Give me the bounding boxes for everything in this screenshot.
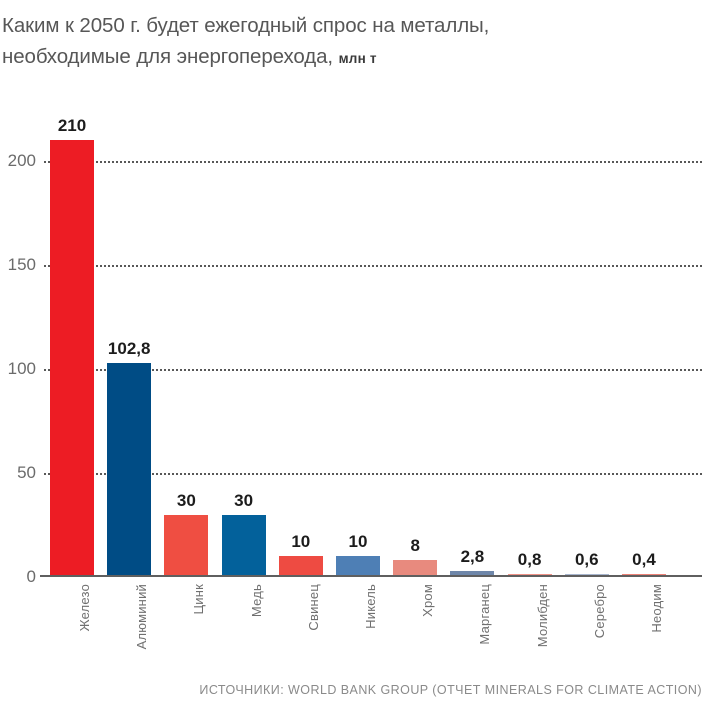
bar-column[interactable]: 0,4 — [622, 140, 666, 577]
bar[interactable] — [278, 556, 323, 577]
y-axis-tick-label: 50 — [17, 462, 36, 482]
bar-value-label: 2,8 — [460, 547, 485, 567]
bar-column[interactable]: 210 — [50, 116, 94, 577]
x-axis-category-label: Марганец — [477, 584, 493, 645]
gridline — [44, 472, 702, 475]
plot-area: 0 50 100 150 200 210 102,8 30 30 10 10 8 2,8 0,8 0,6 0… — [8, 116, 702, 586]
bar-value-label: 10 — [291, 532, 311, 552]
bar-column[interactable]: 30 — [164, 140, 209, 577]
x-axis-category-label: Серебро — [591, 584, 607, 639]
bar-value-label: 0,8 — [517, 550, 542, 569]
y-axis-tick-label: 150 — [7, 254, 36, 274]
x-axis-category-label: Медь — [248, 584, 264, 618]
y-axis-tick-label: 100 — [7, 358, 36, 378]
bar-value-label: 30 — [176, 490, 196, 510]
bar-value-label: 0,6 — [574, 550, 599, 569]
x-axis-category-label: Цинк — [191, 584, 207, 615]
y-axis-tick-label: 200 — [7, 150, 36, 170]
gridline — [44, 160, 702, 163]
bar-value-label: 102,8 — [107, 339, 151, 359]
bar[interactable] — [221, 514, 266, 577]
x-axis-category-label: Свинец — [305, 584, 321, 631]
bar-value-label: 0,4 — [632, 550, 656, 569]
bar-column[interactable]: 0,6 — [564, 140, 609, 577]
title-unit: млн т — [338, 51, 377, 66]
x-axis-category-label: Никель — [363, 584, 378, 629]
bar-value-label: 10 — [348, 532, 368, 552]
bar-column[interactable]: 10 — [278, 140, 323, 577]
gridline — [44, 368, 702, 371]
title-line-2-text: необходимые для энергоперехода, — [2, 45, 334, 68]
axis-baseline — [40, 575, 702, 577]
y-axis-tick-label: 0 — [26, 567, 36, 586]
bar-value-label: 210 — [57, 116, 87, 135]
page-title: Каким к 2050 г. будет ежегодный спрос на… — [2, 10, 702, 74]
bar-column[interactable]: 8 — [393, 140, 438, 577]
bars-group: 210 102,8 30 30 10 10 8 2,8 0,8 0,6 0,4 — [44, 116, 702, 577]
bar-column[interactable]: 102,8 — [107, 140, 152, 577]
bar-value-label: 30 — [234, 490, 254, 510]
bar[interactable] — [107, 363, 152, 577]
bar-column[interactable]: 10 — [336, 140, 380, 577]
bar-column[interactable]: 0,8 — [507, 140, 552, 577]
bar-column[interactable]: 2,8 — [450, 140, 495, 577]
gridline — [44, 264, 702, 267]
title-line-1: Каким к 2050 г. будет ежегодный спрос на… — [2, 14, 490, 37]
source-note: ИСТОЧНИКИ: WORLD BANK GROUP (ОТЧЕТ MINER… — [199, 683, 702, 697]
bar[interactable] — [450, 571, 495, 577]
x-axis-category-label: Железо — [77, 584, 92, 632]
x-axis-category-label: Молибден — [534, 584, 550, 648]
bar-value-label: 8 — [410, 536, 420, 556]
x-axis-category-label: Неодим — [649, 584, 664, 633]
bar[interactable] — [50, 140, 94, 577]
x-axis-category-label: Алюминий — [134, 584, 150, 650]
x-axis-category-label: Хром — [420, 584, 436, 617]
title-line-2: необходимые для энергоперехода, млн т — [2, 41, 702, 74]
bar-column[interactable]: 30 — [221, 140, 266, 577]
bar[interactable] — [393, 560, 438, 577]
bar[interactable] — [164, 514, 209, 577]
bar[interactable] — [336, 556, 380, 577]
